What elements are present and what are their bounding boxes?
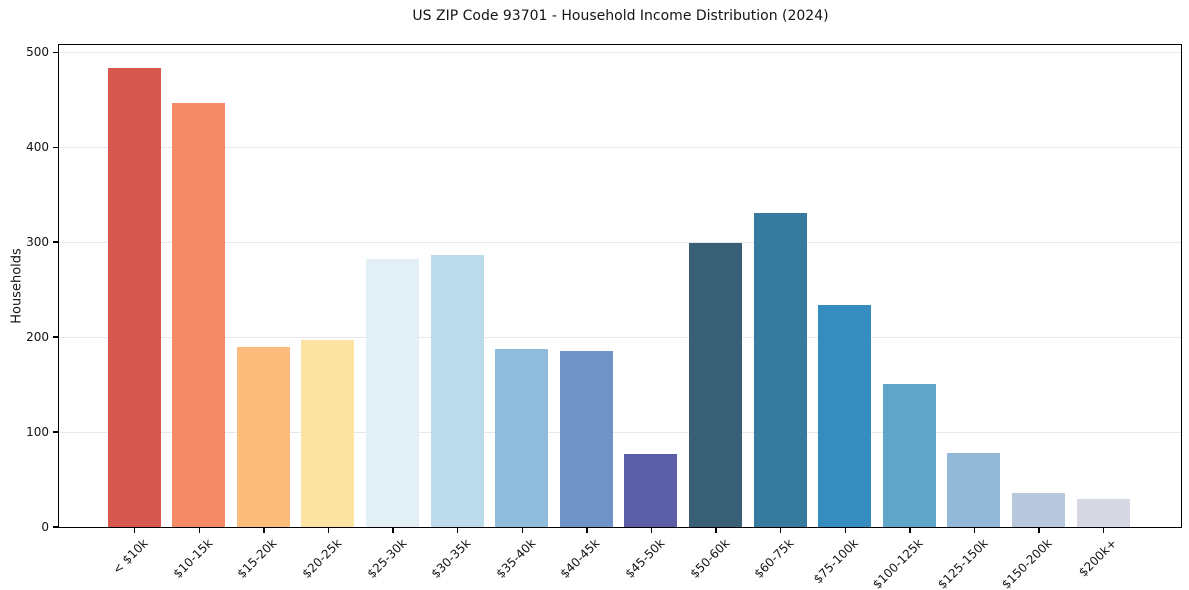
gridline-500 bbox=[59, 51, 1181, 53]
x-tick-mark-7 bbox=[586, 528, 588, 533]
bar-3 bbox=[301, 339, 355, 527]
x-tick-mark-10 bbox=[779, 528, 782, 533]
y-tick-label-500: 500 bbox=[26, 45, 49, 60]
x-tick-mark-0 bbox=[133, 528, 136, 533]
y-tick-label-400: 400 bbox=[26, 140, 49, 155]
y-tick-label-300: 300 bbox=[26, 235, 49, 250]
bar-12 bbox=[882, 383, 936, 527]
bar-14 bbox=[1012, 492, 1066, 527]
y-tick-label-100: 100 bbox=[26, 425, 49, 440]
y-tick-label-200: 200 bbox=[26, 330, 49, 345]
bar-6 bbox=[495, 349, 549, 527]
y-tick-mark-200 bbox=[53, 336, 58, 338]
gridline-300 bbox=[59, 241, 1181, 243]
chart-title: US ZIP Code 93701 - Household Income Dis… bbox=[412, 8, 829, 24]
bar-13 bbox=[947, 452, 1001, 527]
bar-11 bbox=[818, 304, 872, 527]
bar-8 bbox=[624, 453, 678, 527]
bar-5 bbox=[430, 255, 484, 527]
x-tick-mark-8 bbox=[650, 528, 653, 533]
x-tick-mark-9 bbox=[715, 528, 717, 533]
bar-10 bbox=[753, 212, 807, 527]
x-tick-mark-5 bbox=[456, 528, 459, 533]
x-tick-mark-15 bbox=[1102, 528, 1105, 533]
plot-area bbox=[58, 44, 1182, 528]
gridline-200 bbox=[59, 336, 1181, 338]
gridline-400 bbox=[59, 146, 1181, 148]
bar-0 bbox=[107, 68, 161, 527]
y-tick-mark-300 bbox=[53, 241, 58, 243]
y-tick-mark-500 bbox=[53, 51, 58, 53]
x-tick-mark-11 bbox=[844, 528, 846, 533]
bar-4 bbox=[366, 259, 420, 527]
x-tick-mark-13 bbox=[973, 528, 976, 533]
bar-2 bbox=[236, 346, 290, 527]
x-tick-mark-14 bbox=[1038, 528, 1040, 533]
bar-7 bbox=[559, 351, 613, 527]
x-tick-mark-3 bbox=[327, 528, 330, 533]
x-tick-mark-1 bbox=[198, 528, 200, 533]
x-tick-mark-2 bbox=[263, 528, 265, 533]
x-tick-mark-6 bbox=[521, 528, 523, 533]
x-tick-mark-12 bbox=[909, 528, 911, 533]
bar-9 bbox=[689, 243, 743, 527]
y-tick-mark-0 bbox=[53, 526, 58, 528]
x-tick-mark-4 bbox=[392, 528, 394, 533]
y-tick-mark-400 bbox=[53, 146, 58, 148]
gridline-100 bbox=[59, 431, 1181, 433]
y-tick-mark-100 bbox=[53, 431, 58, 433]
bar-1 bbox=[172, 102, 226, 527]
bar-15 bbox=[1076, 499, 1130, 527]
y-tick-label-0: 0 bbox=[41, 520, 49, 534]
